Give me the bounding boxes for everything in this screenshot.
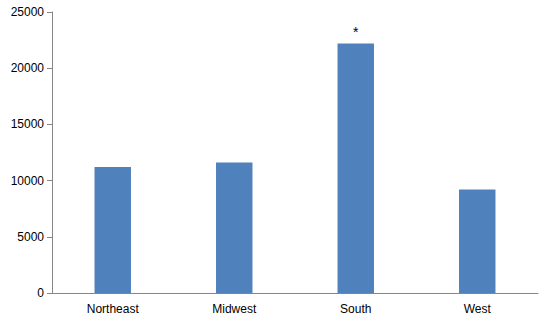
svg-text:5000: 5000 xyxy=(17,230,44,244)
svg-text:Midwest: Midwest xyxy=(212,302,257,316)
svg-text:South: South xyxy=(340,302,371,316)
svg-text:15000: 15000 xyxy=(11,117,45,131)
svg-text:10000: 10000 xyxy=(11,174,45,188)
svg-text:Northeast: Northeast xyxy=(87,302,140,316)
svg-text:0: 0 xyxy=(37,286,44,300)
svg-text:West: West xyxy=(464,302,492,316)
svg-text:*: * xyxy=(353,24,359,40)
svg-text:20000: 20000 xyxy=(11,61,45,75)
svg-text:25000: 25000 xyxy=(11,5,45,19)
